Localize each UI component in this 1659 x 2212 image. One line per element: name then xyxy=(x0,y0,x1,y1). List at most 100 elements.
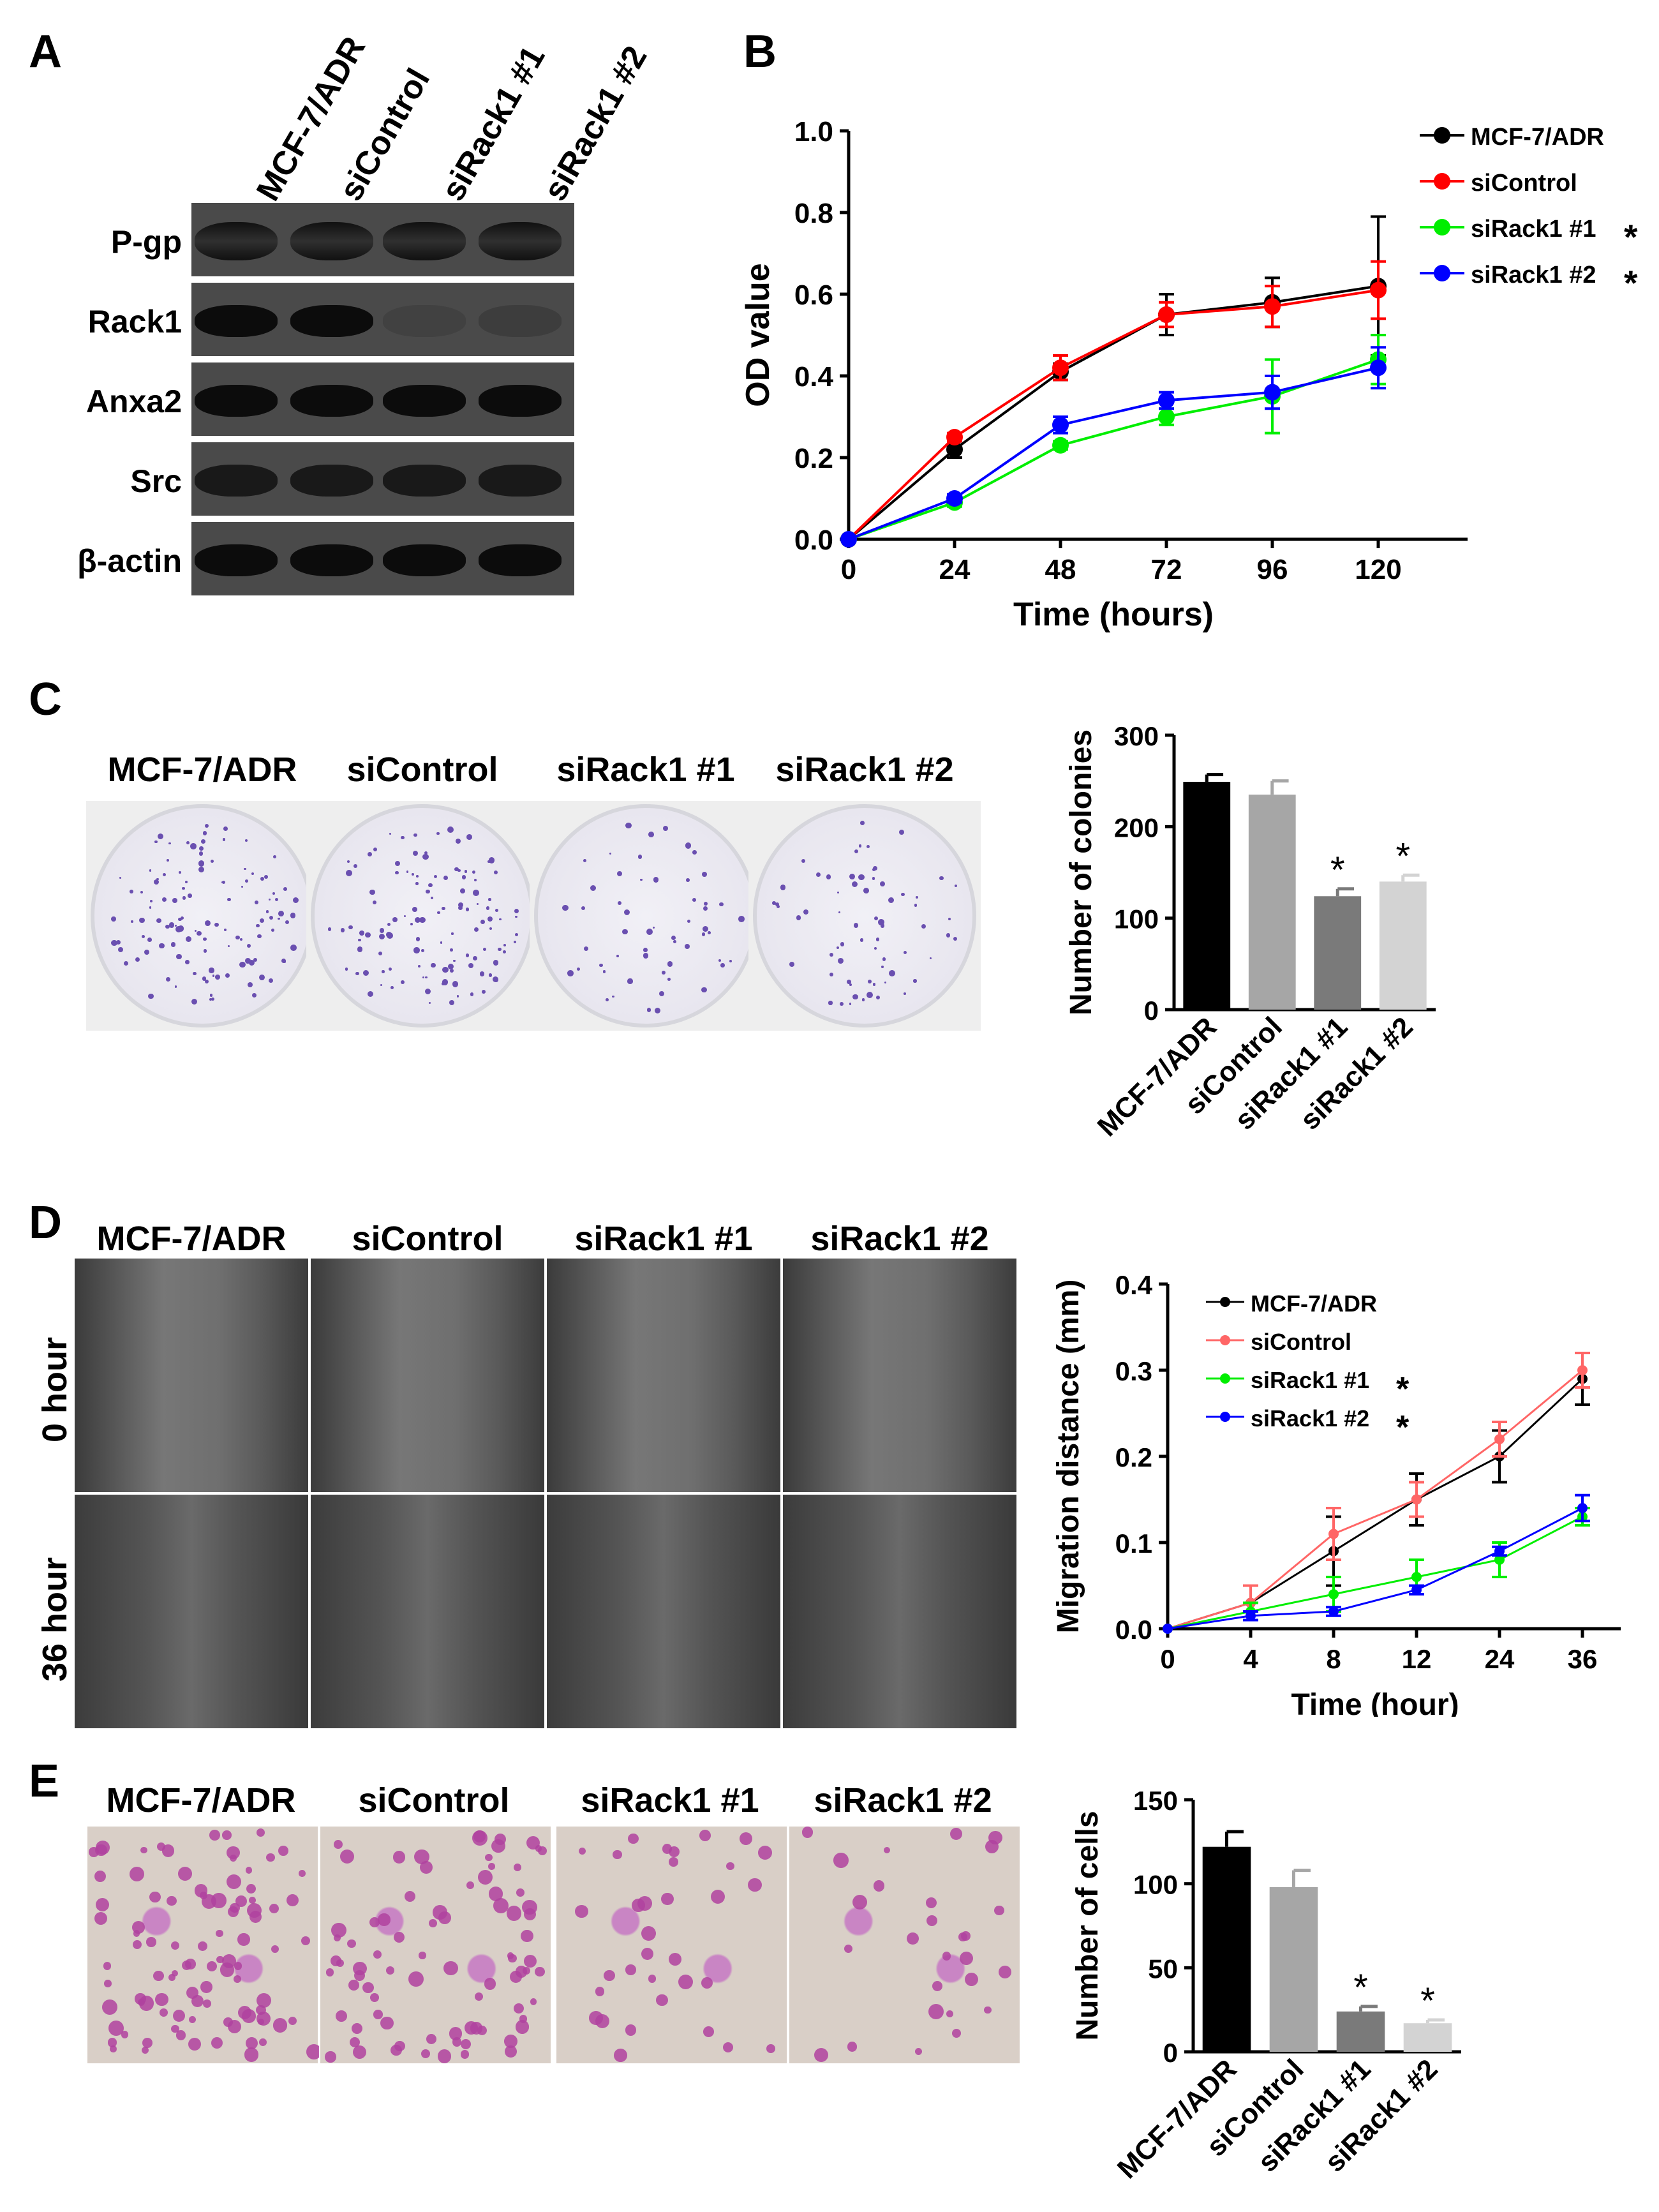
colony-spot xyxy=(144,950,149,955)
migration-line-chart: 0.0 0.1 0.2 0.3 0.4 0 4 8 12 24 36 Time (hour) Migra… xyxy=(1052,1270,1621,1717)
colony-spot xyxy=(701,987,707,993)
colony-spot xyxy=(861,998,865,1002)
colony-spot xyxy=(488,973,493,978)
stained-cell xyxy=(248,1897,256,1904)
colony-spot xyxy=(256,923,260,928)
y-tick-label: 0 xyxy=(1144,996,1159,1026)
colony-spot xyxy=(431,897,434,900)
colony-spot xyxy=(415,882,419,885)
stained-cell xyxy=(515,2020,529,2034)
colony-spot xyxy=(182,896,186,900)
legend-marker xyxy=(1434,219,1450,235)
colony-spot xyxy=(209,994,212,997)
colony-spot xyxy=(708,931,711,934)
wound-36h-sirack1-2 xyxy=(782,1493,1018,1730)
blot-band xyxy=(195,544,278,576)
colony-spot xyxy=(379,927,385,933)
stained-cell xyxy=(392,1850,406,1864)
colony-tile-mcf-7-adr xyxy=(86,801,318,1031)
colony-spot xyxy=(493,870,498,875)
colony-spot xyxy=(401,980,405,985)
stained-cell xyxy=(198,1941,208,1951)
stained-cell xyxy=(227,2020,241,2034)
stained-cell xyxy=(847,2042,858,2052)
colony-spot xyxy=(244,957,251,964)
colony-spot xyxy=(449,999,454,1005)
colony-spot xyxy=(915,895,918,899)
y-axis-label: Migration distance (mm) xyxy=(1052,1280,1085,1634)
row-label-0-hour: 0 hour xyxy=(36,1336,74,1442)
colony-spot xyxy=(357,946,363,952)
colony-spot xyxy=(659,990,665,997)
stained-cell xyxy=(699,1829,711,1841)
stained-cell xyxy=(949,1827,963,1841)
wound-36h-sicontrol xyxy=(309,1493,546,1730)
colony-spot xyxy=(449,968,454,973)
stained-cell xyxy=(504,2035,517,2049)
stained-cell xyxy=(156,1842,165,1851)
stained-cell xyxy=(833,1853,849,1868)
colony-spot xyxy=(157,833,163,840)
stained-cell xyxy=(211,2037,223,2049)
stained-cell xyxy=(420,2049,430,2059)
data-point xyxy=(1328,1528,1339,1539)
stained-cell xyxy=(508,1954,517,1963)
stained-cell xyxy=(188,2015,196,2023)
blot-band xyxy=(195,305,278,337)
stained-cell xyxy=(211,1893,227,1908)
colony-spot xyxy=(241,886,244,888)
colony-spot xyxy=(590,885,596,891)
colony-spot xyxy=(378,952,382,956)
stained-cell xyxy=(288,2016,297,2026)
colony-spot xyxy=(346,869,352,876)
blot-band xyxy=(195,222,278,260)
colony-spot xyxy=(340,928,345,932)
colony-spot xyxy=(617,901,621,906)
blot-row-label-actin: β-actin xyxy=(77,543,182,579)
stained-cell xyxy=(369,1917,380,1928)
colony-spot xyxy=(466,833,472,840)
colony-spot xyxy=(199,846,204,851)
legend-label: siControl xyxy=(1471,170,1577,197)
stained-cell xyxy=(380,2016,394,2030)
stained-cell xyxy=(494,1833,506,1845)
y-axis-label: Number of colonies xyxy=(1064,729,1098,1015)
colony-spot xyxy=(458,869,461,872)
colony-spot xyxy=(394,861,400,867)
stained-cell xyxy=(216,1955,224,1964)
colony-spot xyxy=(562,905,569,911)
legend-significance-star: * xyxy=(1624,263,1638,303)
colony-spot xyxy=(852,994,858,1000)
colony-dish xyxy=(534,804,757,1028)
data-point xyxy=(840,531,857,548)
y-tick-label: 1.0 xyxy=(794,116,833,147)
colony-spot xyxy=(111,916,116,922)
colony-spot xyxy=(388,967,392,971)
stained-cell xyxy=(994,1905,1004,1916)
stained-cell xyxy=(222,1830,232,1840)
blot-row-label-src: Src xyxy=(130,463,182,499)
colony-spot xyxy=(503,950,506,953)
stained-cell xyxy=(932,1980,942,1991)
stained-cell xyxy=(757,1845,773,1860)
blot-band xyxy=(383,222,466,260)
legend-marker xyxy=(1220,1412,1230,1422)
colony-spot xyxy=(353,863,358,868)
colony-spot xyxy=(480,920,486,925)
colony-spot xyxy=(390,986,394,989)
stained-cell xyxy=(107,2038,117,2047)
legend-label: siRack1 #2 xyxy=(1251,1405,1369,1431)
stained-cell xyxy=(346,1939,356,1948)
colony-spot xyxy=(412,872,415,876)
colony-spot xyxy=(425,976,428,979)
stained-cell xyxy=(378,1913,391,1926)
stained-cell xyxy=(678,1974,693,1990)
blot-band xyxy=(479,222,562,260)
colony-spot xyxy=(419,916,426,923)
colony-spot xyxy=(472,870,476,874)
stained-cell xyxy=(216,1929,223,1938)
colony-spot xyxy=(450,948,453,952)
stained-cell xyxy=(625,2024,637,2036)
colony-spot xyxy=(859,820,865,825)
colony-spot xyxy=(149,869,152,872)
